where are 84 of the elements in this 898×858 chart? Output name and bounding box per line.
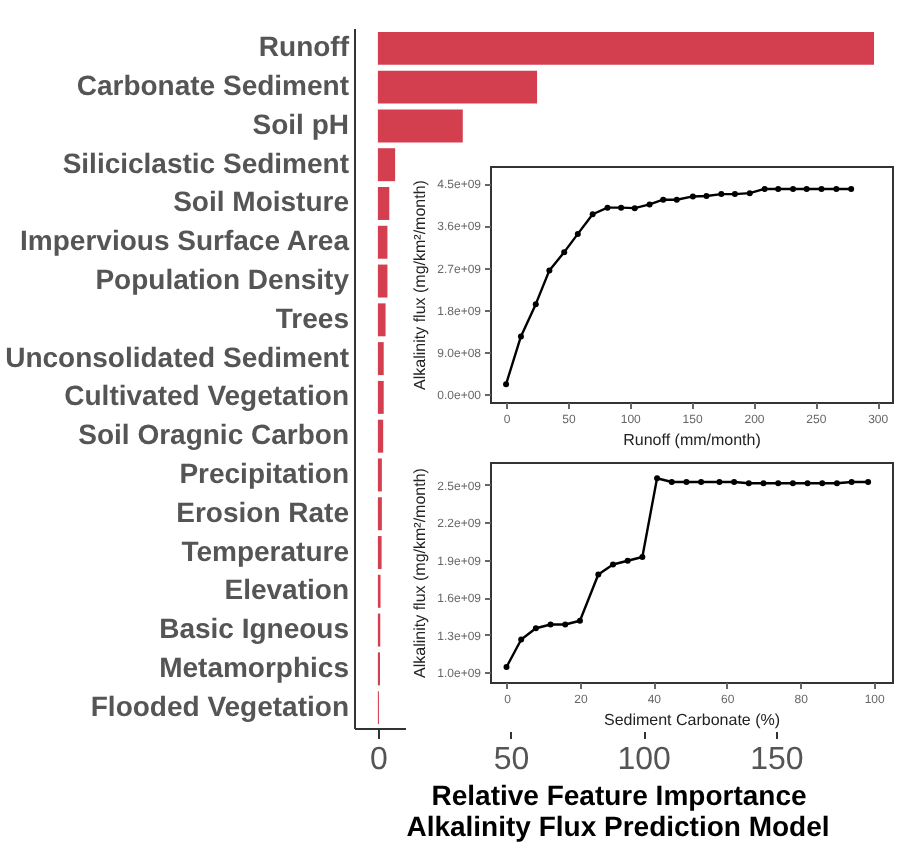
y-tick-label: Metamorphics [159,650,350,683]
point [668,479,675,485]
y-tick-label: Precipitation [179,456,349,489]
bar [377,380,384,414]
point [803,185,810,192]
y-tick-label: Elevation [224,573,349,606]
y-tick-label: Carbonate Sediment [76,69,350,102]
point [673,196,680,203]
point [804,480,811,487]
point [745,480,752,487]
y-tick-label: Cultivated Vegetation [64,379,349,412]
point [746,190,753,197]
point [595,571,602,578]
point [561,249,568,256]
point [683,479,690,485]
x-tick-label: 150 [750,743,804,777]
point [609,561,616,568]
point [689,193,696,200]
bar [377,187,390,220]
bar [377,342,384,376]
point [639,554,646,560]
point [576,617,583,624]
y-axis-title: Alkalinity flux (mg/km²/month) [411,179,430,390]
bar [377,419,384,453]
point [819,480,826,487]
point [865,479,872,485]
y-tick-label: Impervious Surface Area [20,224,350,257]
point [718,191,725,198]
point [532,625,539,632]
point [775,480,782,487]
x-axis-title: Sediment Carbonate (%) [603,711,781,729]
point [503,664,510,670]
point [833,185,840,192]
point [562,621,569,628]
point [818,185,825,192]
point [761,185,768,192]
y-tick-label: Unconsolidated Sediment [5,340,350,373]
bar [377,264,388,298]
x-axis-title: Relative Feature Importance [431,779,807,811]
x-tick-label: 50 [493,743,530,777]
point [848,185,855,192]
point [574,230,581,237]
bar [377,303,386,337]
y-tick-label: Soil pH [252,107,349,140]
point [848,479,855,485]
bar [377,31,875,65]
point [654,475,661,482]
point [589,211,596,218]
y-tick-label: Erosion Rate [176,495,350,528]
x-axis-title: Runoff (mm/month) [623,431,762,449]
bar [377,109,463,143]
point [789,480,796,487]
point [604,204,611,211]
point [518,636,525,643]
point [646,201,653,208]
y-tick-label: Basic Igneous [159,612,350,645]
y-tick-label: Trees [275,301,350,334]
point [624,557,631,564]
y-tick-label: Soil Moisture [173,185,350,218]
point [631,205,638,212]
point [547,621,554,628]
bar [377,148,396,182]
point [546,267,553,274]
y-tick-label: Population Density [95,263,350,296]
y-tick-label: Temperature [181,534,350,567]
point [503,381,510,388]
y-tick-label: Flooded Vegetation [90,689,349,722]
point [660,196,667,203]
y-tick-label: Soil Oragnic Carbon [78,418,349,451]
y-axis-title: Alkalinity flux (mg/km²/month) [411,467,430,678]
point [517,333,524,340]
text: Alkalinity Flux Prediction Model [406,810,830,842]
bar [377,70,538,104]
point [716,479,723,485]
y-tick-label: Siliciclastic Sediment [62,146,350,179]
bar [377,225,388,259]
y-tick-label: Runoff [258,30,350,63]
point [618,204,625,211]
x-tick-label: 100 [617,743,672,777]
point [703,192,710,199]
x-tick-label: 0 [369,743,388,777]
point [760,480,767,487]
point [532,301,539,308]
point [833,480,840,487]
